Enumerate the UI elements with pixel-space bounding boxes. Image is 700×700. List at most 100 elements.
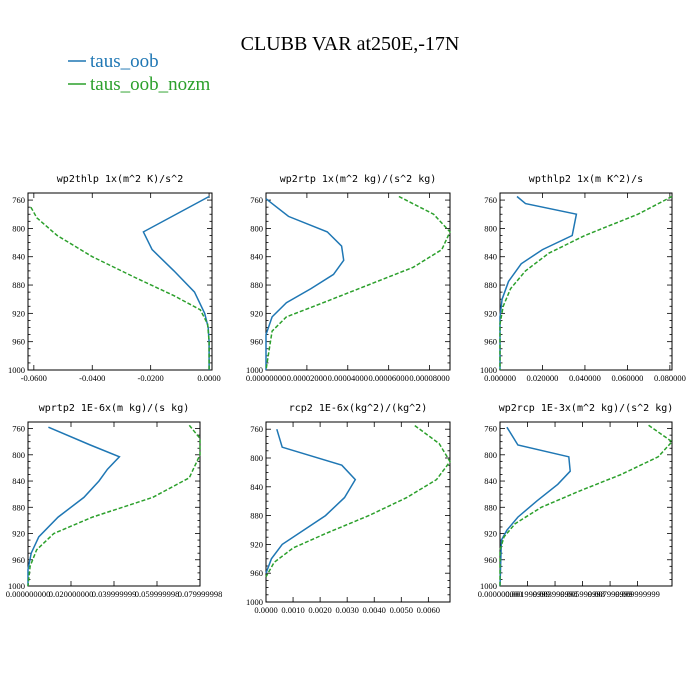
x-tick-label: -0.0200 — [138, 373, 164, 383]
x-tick-label: 0.0000 — [197, 373, 220, 383]
figure-title: CLUBB VAR at250E,-17N — [241, 33, 460, 55]
x-tick-label: 0.0060 — [417, 605, 440, 615]
x-tick-label: 0.009999999 — [615, 589, 660, 599]
y-tick-label: 920 — [484, 308, 497, 318]
y-tick-label: 920 — [12, 308, 25, 318]
panel-title: rcp2 1E-6x(kg^2)/(kg^2) — [289, 403, 427, 414]
x-tick-label: 0.0030 — [335, 605, 358, 615]
x-tick-label: 0.00002000 — [287, 373, 327, 383]
series-line-taus-oob — [499, 195, 578, 370]
y-tick-label: 880 — [484, 280, 497, 290]
y-tick-label: 880 — [250, 511, 263, 521]
x-tick-label: 0.0040 — [363, 605, 386, 615]
y-tick-label: 1000 — [246, 365, 263, 375]
legend: taus_oob taus_oob_nozm — [68, 51, 211, 95]
series-line-taus-oob-nozm — [265, 424, 451, 578]
y-tick-label: 960 — [484, 555, 497, 565]
plot-frame — [27, 421, 201, 587]
y-tick-label: 840 — [250, 482, 263, 492]
panel-title: wp2rtp 1x(m^2 kg)/(s^2 kg) — [280, 174, 437, 185]
y-tick-label: 880 — [250, 280, 263, 290]
y-tick-label: 960 — [12, 555, 25, 565]
series-line-taus-oob — [265, 428, 357, 574]
x-tick-label: 0.039999999 — [92, 589, 137, 599]
series-line-taus-oob — [142, 195, 210, 370]
y-tick-label: 840 — [484, 252, 497, 262]
x-tick-label: 0.080000 — [654, 373, 686, 383]
x-tick-label: 0.020000 — [527, 373, 559, 383]
y-tick-label: 840 — [12, 476, 25, 486]
y-tick-label: 1000 — [480, 365, 497, 375]
x-tick-label: 0.007999999 — [588, 589, 633, 599]
plot-frame — [499, 421, 673, 587]
y-tick-label: 920 — [250, 539, 263, 549]
plot-frame — [265, 421, 451, 603]
y-tick-label: 800 — [12, 450, 25, 460]
x-tick-label: 0.00004000 — [328, 373, 368, 383]
x-tick-label: 0.0000 — [254, 605, 277, 615]
x-tick-label: 0.000000 — [484, 373, 516, 383]
y-tick-label: 920 — [250, 308, 263, 318]
series-line-taus-oob-nozm — [499, 424, 674, 586]
y-tick-label: 960 — [250, 568, 263, 578]
x-tick-label: 0.0020 — [308, 605, 331, 615]
y-tick-label: 880 — [12, 502, 25, 512]
series-line-taus-oob-nozm — [499, 195, 673, 370]
y-tick-label: 760 — [484, 424, 497, 434]
y-tick-label: 840 — [12, 252, 25, 262]
series-line-taus-oob — [27, 426, 121, 586]
x-tick-label: 0.001999999 — [505, 589, 550, 599]
y-tick-label: 760 — [12, 424, 25, 434]
x-tick-label: 0.00006000 — [368, 373, 408, 383]
legend-label-taus-oob-nozm: taus_oob_nozm — [90, 74, 211, 95]
chart-panel-6: wp2rcp 1E-3x(m^2 kg)/(s^2 kg)760 800 840 88… — [478, 403, 674, 599]
panel-title: wprtp2 1E-6x(m kg)/(s kg) — [39, 403, 190, 414]
y-tick-label: 960 — [484, 337, 497, 347]
y-tick-label: 800 — [484, 223, 497, 233]
y-tick-label: 920 — [484, 529, 497, 539]
y-tick-label: 1000 — [246, 597, 263, 607]
series-line-taus-oob — [499, 426, 571, 587]
y-tick-label: 960 — [250, 337, 263, 347]
chart-panel-4: wprtp2 1E-6x(m kg)/(s kg) 760 800 840 880 920… — [6, 403, 223, 599]
y-tick-label: 880 — [484, 502, 497, 512]
x-tick-label: 0.079999998 — [178, 589, 223, 599]
y-tick-label: 760 — [12, 195, 25, 205]
series-line-taus-oob-nozm — [265, 195, 451, 371]
chart-panel-2: wp2rtp 1x(m^2 kg)/(s^2 kg) 760 800 840 880 92… — [246, 174, 451, 383]
chart-panel-3: wpthlp2 1x(m K^2)/s 760 800 840 880 920 960 100… — [480, 174, 686, 383]
x-tick-label: 0.059999998 — [135, 589, 180, 599]
y-tick-label: 760 — [484, 195, 497, 205]
y-tick-label: 1000 — [8, 581, 25, 591]
x-tick-label: 0.00008000 — [409, 373, 449, 383]
chart-panel-5: rcp2 1E-6x(kg^2)/(kg^2) 760 800 840 880 920 96… — [246, 403, 451, 615]
legend-label-taus-oob: taus_oob — [90, 51, 159, 72]
y-tick-label: 760 — [250, 195, 263, 205]
y-tick-label: 840 — [484, 476, 497, 486]
chart-panel-1: wp2thlp 1x(m^2 K)/s^2 760 800 840 880 920 960 1… — [8, 174, 221, 383]
x-tick-label: 0.040000 — [569, 373, 601, 383]
y-tick-label: 800 — [12, 223, 25, 233]
panel-title: wp2rcp 1E-3x(m^2 kg)/(s^2 kg) — [499, 403, 674, 414]
plot-frame — [265, 192, 451, 371]
series-line-taus-oob-nozm — [30, 206, 210, 370]
x-tick-label: 0.020000000 — [49, 589, 94, 599]
y-tick-label: 800 — [484, 450, 497, 460]
x-tick-label: 0.0010 — [281, 605, 304, 615]
x-tick-label: -0.0600 — [21, 373, 47, 383]
x-tick-label: 0.060000 — [611, 373, 643, 383]
plot-frame — [499, 192, 673, 371]
x-tick-label: -0.0400 — [79, 373, 105, 383]
x-tick-label: 0.003999998 — [533, 589, 578, 599]
x-tick-label: 0.00000000 — [246, 373, 286, 383]
series-line-taus-oob-nozm — [27, 424, 201, 587]
y-tick-label: 800 — [250, 223, 263, 233]
y-tick-label: 1000 — [480, 581, 497, 591]
plot-frame — [27, 192, 213, 371]
x-tick-label: 0.005999998 — [560, 589, 605, 599]
panel-title: wpthlp2 1x(m K^2)/s — [529, 174, 643, 185]
y-tick-label: 1000 — [8, 365, 25, 375]
y-tick-label: 880 — [12, 280, 25, 290]
x-tick-label: 0.0050 — [390, 605, 413, 615]
